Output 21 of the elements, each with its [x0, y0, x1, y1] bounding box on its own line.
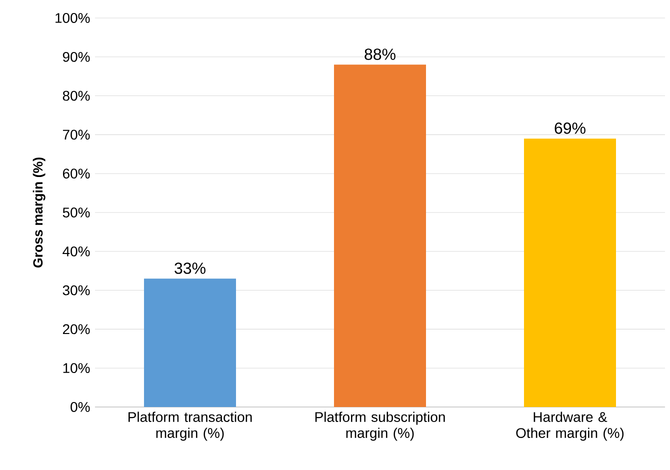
- y-tick-label: 50%: [62, 208, 90, 218]
- data-label: 33%: [174, 262, 206, 274]
- y-tick-label: 90%: [62, 52, 90, 62]
- y-tick-label: 10%: [63, 363, 90, 374]
- y-tick-label: 80%: [62, 90, 90, 101]
- x-tick-label: Platform transaction margin (%): [128, 412, 252, 441]
- bar: [524, 138, 616, 407]
- x-tick-label: Platform subscription margin (%): [315, 412, 445, 441]
- x-tick-label: Hardware & Other margin (%): [516, 412, 624, 441]
- y-axis-title: Gross margin (%): [32, 158, 46, 268]
- y-tick-label: 40%: [62, 246, 90, 256]
- bar: [144, 278, 236, 407]
- bar: [334, 64, 426, 407]
- y-tick-label: 0%: [70, 402, 90, 412]
- data-label: 69%: [554, 122, 586, 134]
- data-label: 88%: [364, 48, 396, 60]
- y-tick-label: 60%: [62, 168, 90, 179]
- y-tick-label: 20%: [62, 324, 90, 334]
- y-tick-label: 30%: [62, 285, 90, 296]
- y-tick-label: 70%: [62, 130, 90, 140]
- y-tick-label: 100%: [56, 13, 90, 23]
